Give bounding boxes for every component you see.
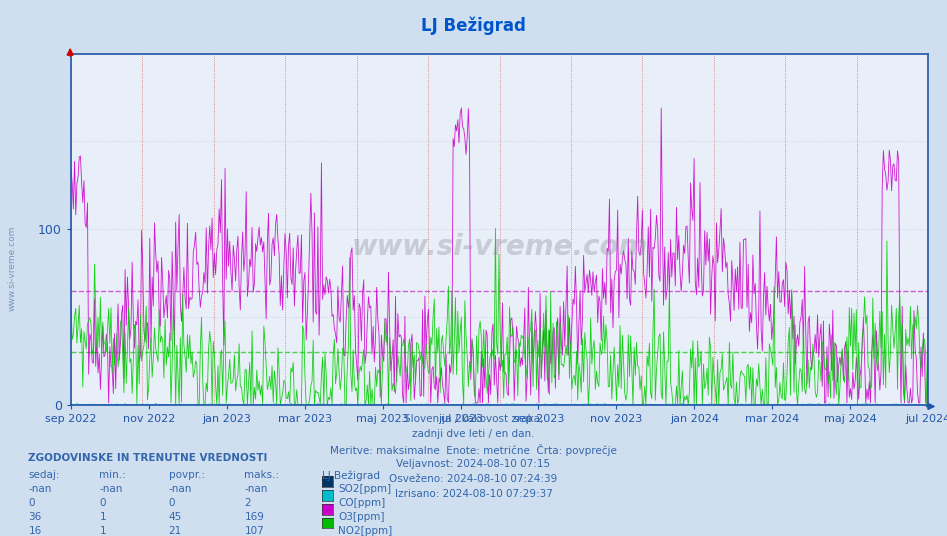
Text: min.:: min.:	[99, 470, 126, 480]
Text: -nan: -nan	[244, 484, 268, 494]
Text: 2: 2	[244, 498, 251, 508]
Text: Osveženo: 2024-08-10 07:24:39: Osveženo: 2024-08-10 07:24:39	[389, 474, 558, 484]
Text: www.si-vreme.com: www.si-vreme.com	[8, 225, 17, 311]
Text: Slovenija / kakovost zraka,: Slovenija / kakovost zraka,	[403, 414, 544, 424]
Text: 0: 0	[28, 498, 35, 508]
Text: ZGODOVINSKE IN TRENUTNE VREDNOSTI: ZGODOVINSKE IN TRENUTNE VREDNOSTI	[28, 453, 268, 463]
Text: 45: 45	[169, 512, 182, 522]
Text: 1: 1	[99, 512, 106, 522]
Text: SO2[ppm]: SO2[ppm]	[338, 484, 391, 494]
Text: Izrisano: 2024-08-10 07:29:37: Izrisano: 2024-08-10 07:29:37	[395, 489, 552, 499]
Text: -nan: -nan	[169, 484, 192, 494]
Text: NO2[ppm]: NO2[ppm]	[338, 526, 392, 536]
Text: 0: 0	[169, 498, 175, 508]
Text: 1: 1	[99, 526, 106, 536]
Text: CO[ppm]: CO[ppm]	[338, 498, 385, 508]
Text: povpr.:: povpr.:	[169, 470, 205, 480]
Text: Meritve: maksimalne  Enote: metrične  Črta: povprečje: Meritve: maksimalne Enote: metrične Črta…	[331, 444, 616, 456]
Text: -nan: -nan	[28, 484, 52, 494]
Text: Veljavnost: 2024-08-10 07:15: Veljavnost: 2024-08-10 07:15	[397, 459, 550, 469]
Text: 21: 21	[169, 526, 182, 536]
Text: O3[ppm]: O3[ppm]	[338, 512, 384, 522]
Text: sedaj:: sedaj:	[28, 470, 60, 480]
Text: maks.:: maks.:	[244, 470, 279, 480]
Text: www.si-vreme.com: www.si-vreme.com	[351, 233, 648, 260]
Text: 16: 16	[28, 526, 42, 536]
Text: 36: 36	[28, 512, 42, 522]
Text: LJ Bežigrad: LJ Bežigrad	[322, 470, 380, 481]
Text: 169: 169	[244, 512, 264, 522]
Text: LJ Bežigrad: LJ Bežigrad	[421, 17, 526, 35]
Text: zadnji dve leti / en dan.: zadnji dve leti / en dan.	[412, 429, 535, 439]
Text: 0: 0	[99, 498, 106, 508]
Text: 107: 107	[244, 526, 264, 536]
Text: -nan: -nan	[99, 484, 123, 494]
